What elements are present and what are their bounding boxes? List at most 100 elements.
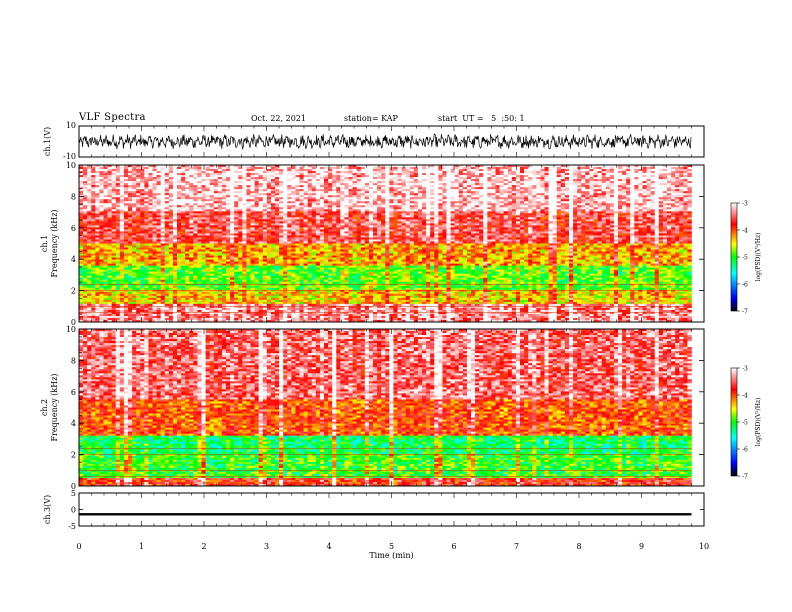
ch1-spectrogram-cell: [417, 169, 423, 172]
ch1-spectrogram-cell: [401, 201, 406, 204]
ch1-spectrogram-cell: [213, 181, 219, 184]
ch1-spectrogram-cell: [511, 185, 517, 188]
ch1-spectrogram-cell: [438, 193, 443, 196]
ch1-spectrogram-cell: [348, 223, 353, 226]
ch1-spectrogram-cell: [103, 195, 108, 198]
ch1-spectrogram-cell: [434, 221, 439, 224]
ch1-spectrogram-cell: [197, 229, 202, 232]
ch1-spectrogram-cell: [503, 207, 509, 210]
ch1-spectrogram-cell: [201, 199, 206, 202]
ch1-spectrogram-cell: [426, 227, 431, 230]
ch1-spectrogram-cell: [471, 205, 476, 208]
ch1-spectrogram-cell: [507, 197, 513, 200]
ch1-spectrogram-cell: [344, 179, 349, 182]
ch1-spectrogram-cell: [115, 229, 121, 232]
ch1-spectrogram-cell: [258, 199, 264, 202]
ch1-spectrogram-cell: [658, 207, 664, 210]
ch1-spectrogram-cell: [262, 195, 268, 198]
ch1-spectrogram-cell: [499, 199, 504, 202]
ch1-spectrogram-cell: [515, 207, 521, 210]
ch1-spectrogram-cell: [303, 195, 308, 198]
ch1-spectrogram-cell: [373, 221, 378, 224]
ch1-spectrogram-cell: [593, 181, 598, 184]
ch1-spectrogram-cell: [479, 227, 484, 230]
ch1-spectrogram-cell: [626, 167, 631, 170]
ch1-spectrogram-cell: [683, 221, 688, 224]
ch1-spectrogram-cell: [422, 179, 427, 182]
ch1-spectrogram-cell: [213, 209, 219, 212]
ch1-spectrogram-cell: [511, 209, 517, 212]
ch1-spectrogram-cell: [397, 169, 402, 172]
ch1-spectrogram-cell: [471, 189, 476, 192]
ch1-spectrogram-cell: [422, 165, 427, 168]
ch1-spectrogram-cell: [217, 219, 223, 222]
ch1-spectrogram-cell: [99, 191, 104, 194]
ch1-spectrogram-cell: [168, 201, 174, 204]
ch1-spectrogram-cell: [148, 191, 153, 194]
ch1-spectrogram-cell: [503, 191, 509, 194]
ch1-spectrogram-cell: [671, 195, 676, 198]
ch1-spectrogram-cell: [230, 179, 235, 182]
ch1-spectrogram-cell: [528, 225, 533, 228]
ch1-spectrogram-cell: [319, 193, 325, 196]
ch1-spectrogram-cell: [479, 175, 484, 178]
ch1-spectrogram-cell: [99, 193, 104, 196]
ch1-spectrogram-cell: [638, 201, 643, 204]
ch1-spectrogram-cell: [205, 225, 210, 228]
ch1-spectrogram-cell: [295, 181, 300, 184]
ch1-spectrogram-cell: [671, 181, 676, 184]
ch1-spectrogram-cell: [458, 169, 464, 172]
ch1-spectrogram-cell: [291, 209, 296, 212]
ch1-spectrogram-cell: [303, 227, 308, 230]
ch1-spectrogram-cell: [270, 219, 276, 222]
ch1-spectrogram-cell: [373, 191, 378, 194]
ch1-spectrogram-cell: [454, 213, 460, 216]
ch1-spectrogram-cell: [377, 177, 382, 180]
ch1-spectrogram-cell: [250, 203, 255, 206]
ch1-spectrogram-cell: [654, 217, 660, 220]
ch1-spectrogram-cell: [540, 167, 545, 170]
ch1-spectrogram-cell: [136, 221, 141, 224]
ch1-spectrogram-cell: [687, 191, 692, 194]
ch1-spectrogram-cell: [275, 169, 280, 172]
ch1-spectrogram-cell: [564, 215, 570, 218]
ch1-spectrogram-cell: [381, 219, 386, 222]
ch1-spectrogram-cell: [201, 169, 206, 172]
ch1-spectrogram-cell: [438, 191, 443, 194]
ch1-spectrogram-cell: [471, 213, 476, 216]
ch1-spectrogram-cell: [397, 191, 402, 194]
ch1-spectrogram-cell: [336, 203, 341, 206]
ch1-spectrogram-cell: [564, 225, 570, 228]
ch1-spectrogram-cell: [275, 179, 280, 182]
ch1-spectrogram-cell: [564, 187, 570, 190]
ch1-spectrogram-cell: [491, 169, 496, 172]
ch1-spectrogram-cell: [193, 221, 198, 224]
ch1-spectrogram-cell: [221, 209, 227, 212]
ch1-spectrogram-cell: [679, 195, 684, 198]
ch1-spectrogram-cell: [128, 211, 133, 214]
ch1-spectrogram-cell: [564, 181, 570, 184]
ch1-spectrogram-cell: [246, 187, 251, 190]
ch1-spectrogram-cell: [164, 221, 170, 224]
ch1-spectrogram-cell: [560, 227, 566, 230]
ch1-spectrogram-cell: [144, 175, 149, 178]
ch1-spectrogram-cell: [503, 201, 509, 204]
ch1-spectrogram-cell: [515, 185, 521, 188]
ch1-spectrogram-cell: [466, 187, 472, 190]
ch1-spectrogram-cell: [581, 167, 586, 170]
ch1-spectrogram-cell: [667, 225, 672, 228]
ch1-spectrogram-cell: [258, 227, 264, 230]
ch1-spectrogram-cell: [417, 199, 423, 202]
ch1-spectrogram-cell: [295, 195, 300, 198]
ch1-spectrogram-cell: [336, 165, 341, 168]
ch1-spectrogram-cell: [111, 225, 117, 228]
ch1-spectrogram-cell: [593, 221, 598, 224]
ch1-spectrogram-cell: [344, 183, 349, 186]
ch1-spectrogram-cell: [83, 199, 88, 202]
ch1-spectrogram-cell: [360, 199, 366, 202]
ch1-spectrogram-cell: [340, 197, 345, 200]
ch1-spectrogram-cell: [234, 201, 239, 204]
ch1-spectrogram-cell: [254, 177, 259, 180]
ch1-spectrogram-cell: [279, 167, 284, 170]
ch1-spectrogram-cell: [622, 201, 627, 204]
